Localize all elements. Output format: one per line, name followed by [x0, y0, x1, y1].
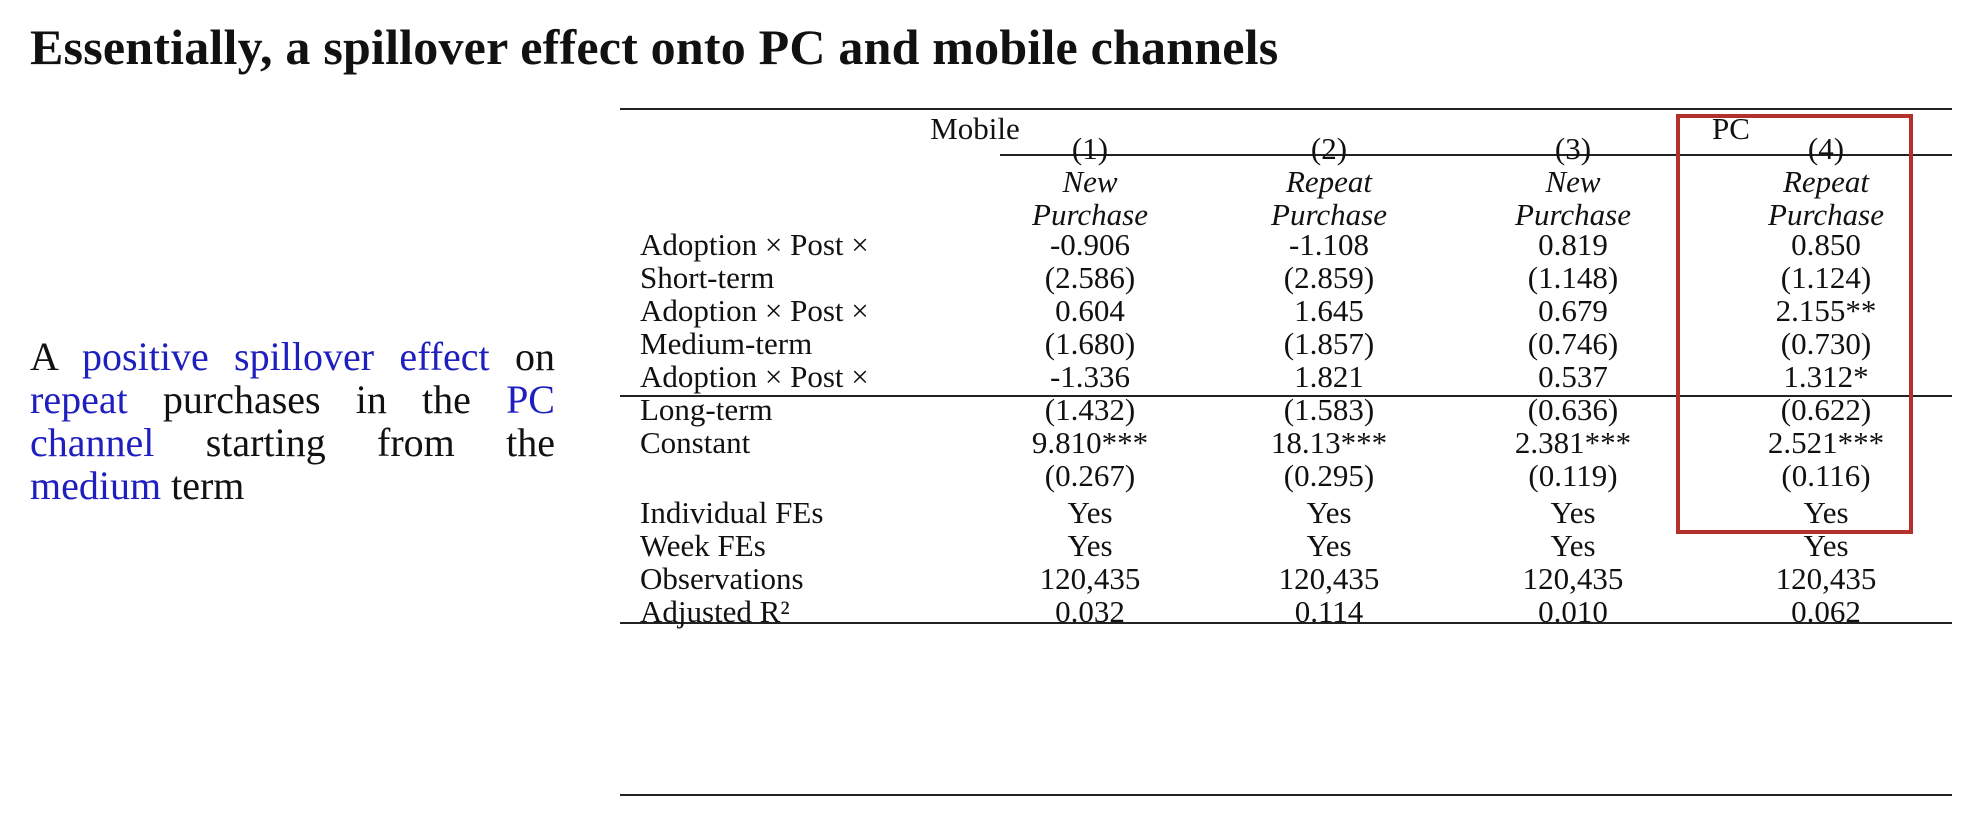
table-cell: Yes	[1550, 495, 1596, 530]
column-label: Repeat	[1285, 164, 1373, 199]
table-cell: Yes	[1803, 528, 1849, 563]
callout-text: purchases in the	[127, 377, 507, 422]
row-label: Medium-term	[640, 326, 813, 361]
table-cell: 120,435	[1039, 561, 1141, 596]
table-cell: 1.312*	[1783, 359, 1869, 394]
callout-highlight-text: positive spillover effect	[82, 334, 490, 379]
table-cell: 0.062	[1791, 594, 1861, 629]
group-header-mobile: Mobile	[930, 111, 1020, 146]
row-label: Constant	[640, 425, 751, 460]
callout-text: A	[30, 334, 83, 379]
row-label: Short-term	[640, 260, 775, 295]
table-cell: (1.583)	[1283, 392, 1375, 427]
callout-text: starting from the	[154, 420, 555, 465]
row-label: Individual FEs	[640, 495, 824, 530]
table-cell: (0.116)	[1781, 458, 1871, 493]
callout-text: term	[161, 463, 245, 508]
table-cell: 1.645	[1294, 293, 1364, 328]
table-cell: 120,435	[1775, 561, 1877, 596]
table-cell: 1.821	[1294, 359, 1364, 394]
table-top-rule	[620, 108, 1952, 110]
row-label: Long-term	[640, 392, 773, 427]
table-cell: 0.537	[1538, 359, 1608, 394]
callout-highlight-text: medium	[30, 463, 162, 508]
header-rule	[620, 395, 1952, 397]
table-cell: 120,435	[1278, 561, 1380, 596]
table-cell: 0.604	[1055, 293, 1125, 328]
column-number: (3)	[1554, 131, 1592, 166]
row-label: Adoption × Post ×	[640, 359, 869, 394]
row-label: Observations	[640, 561, 804, 596]
column-label: Purchase	[1515, 197, 1631, 232]
table-cell: 0.850	[1791, 227, 1861, 262]
table-cell: (0.730)	[1780, 326, 1872, 361]
table-cell: 120,435	[1522, 561, 1624, 596]
table-cell: (1.124)	[1780, 260, 1872, 295]
table-cell: (0.636)	[1527, 392, 1619, 427]
slide-title: Essentially, a spillover effect onto PC …	[30, 19, 1279, 75]
row-label: Week FEs	[640, 528, 766, 563]
table-cell: (2.586)	[1044, 260, 1136, 295]
table-cell: -1.108	[1288, 227, 1370, 262]
table-cell: (0.119)	[1528, 458, 1618, 493]
column-label: Purchase	[1271, 197, 1387, 232]
table-cell: Yes	[1803, 495, 1849, 530]
table-bottom-rule	[620, 794, 1952, 796]
table-cell: 0.114	[1294, 594, 1364, 629]
column-label: Purchase	[1768, 197, 1884, 232]
table-cell: (0.622)	[1780, 392, 1872, 427]
table-cell: (1.148)	[1527, 260, 1619, 295]
column-label: New	[1545, 164, 1601, 199]
table-cell: (0.746)	[1527, 326, 1619, 361]
table-cell: (1.432)	[1044, 392, 1136, 427]
table-cell: Yes	[1550, 528, 1596, 563]
column-number: (2)	[1310, 131, 1348, 166]
callout-text: on	[489, 334, 555, 379]
group-header-rule	[1000, 154, 1952, 156]
table-cell: Yes	[1306, 495, 1352, 530]
table-cell: 0.010	[1538, 594, 1608, 629]
table-cell: 0.819	[1538, 227, 1608, 262]
stats-rule	[620, 622, 1952, 624]
column-label: Purchase	[1032, 197, 1148, 232]
callout-highlight-text: repeat	[30, 377, 128, 422]
table-cell: 2.155**	[1775, 293, 1877, 328]
pc-column-highlight-box	[1676, 114, 1913, 534]
row-label: Adoption × Post ×	[640, 293, 869, 328]
table-cell: (1.680)	[1044, 326, 1136, 361]
regression-table: Mobile PC (1) New Purchase (2) Repeat Purchas…	[620, 108, 1952, 820]
spillover-callout: A positive spillover effect on repeat pu…	[30, 335, 555, 507]
table-cell: 18.13***	[1270, 425, 1388, 460]
table-cell: 2.381***	[1514, 425, 1632, 460]
table-cell: 9.810***	[1031, 425, 1149, 460]
callout-highlight-text: PC channel	[30, 377, 555, 465]
table-cell: Yes	[1306, 528, 1352, 563]
table-cell: Yes	[1067, 495, 1113, 530]
row-label: Adoption × Post ×	[640, 227, 869, 262]
table-cell: -0.906	[1049, 227, 1131, 262]
column-number: (1)	[1071, 131, 1109, 166]
table-cell: (2.859)	[1283, 260, 1375, 295]
column-number: (4)	[1807, 131, 1845, 166]
column-label: Repeat	[1782, 164, 1870, 199]
table-cell: (1.857)	[1283, 326, 1375, 361]
table-cell: 0.679	[1538, 293, 1608, 328]
column-label: New	[1062, 164, 1118, 199]
table-cell: 0.032	[1055, 594, 1125, 629]
table-cell: Yes	[1067, 528, 1113, 563]
table-cell: 2.521***	[1767, 425, 1885, 460]
table-cell: (0.267)	[1044, 458, 1136, 493]
table-cell: (0.295)	[1283, 458, 1375, 493]
table-cell: -1.336	[1049, 359, 1131, 394]
row-label: Adjusted R²	[640, 594, 790, 629]
